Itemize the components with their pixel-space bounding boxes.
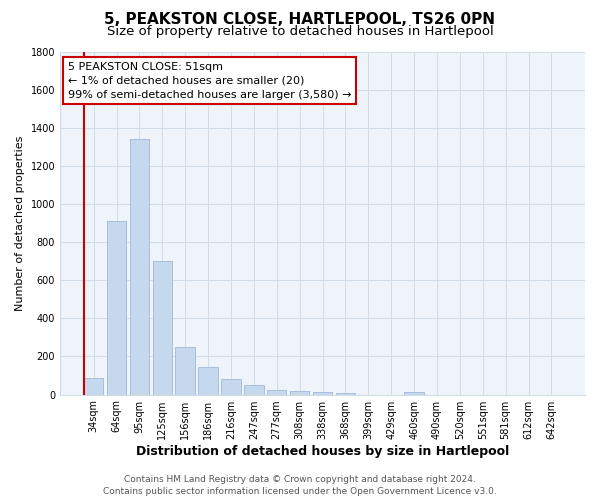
X-axis label: Distribution of detached houses by size in Hartlepool: Distribution of detached houses by size … [136, 444, 509, 458]
Text: 5 PEAKSTON CLOSE: 51sqm
← 1% of detached houses are smaller (20)
99% of semi-det: 5 PEAKSTON CLOSE: 51sqm ← 1% of detached… [68, 62, 352, 100]
Bar [152, 261, 172, 394]
Bar [221, 380, 241, 394]
Bar [313, 392, 332, 394]
Bar [130, 139, 149, 394]
Bar [107, 221, 126, 394]
Bar [244, 384, 263, 394]
Bar [175, 347, 195, 395]
Bar [290, 391, 310, 394]
Bar [404, 392, 424, 394]
Bar [199, 367, 218, 394]
Bar [267, 390, 286, 394]
Bar [84, 378, 103, 394]
Text: 5, PEAKSTON CLOSE, HARTLEPOOL, TS26 0PN: 5, PEAKSTON CLOSE, HARTLEPOOL, TS26 0PN [104, 12, 496, 28]
Bar [335, 392, 355, 394]
Text: Size of property relative to detached houses in Hartlepool: Size of property relative to detached ho… [107, 25, 493, 38]
Text: Contains HM Land Registry data © Crown copyright and database right 2024.
Contai: Contains HM Land Registry data © Crown c… [103, 475, 497, 496]
Y-axis label: Number of detached properties: Number of detached properties [15, 136, 25, 310]
